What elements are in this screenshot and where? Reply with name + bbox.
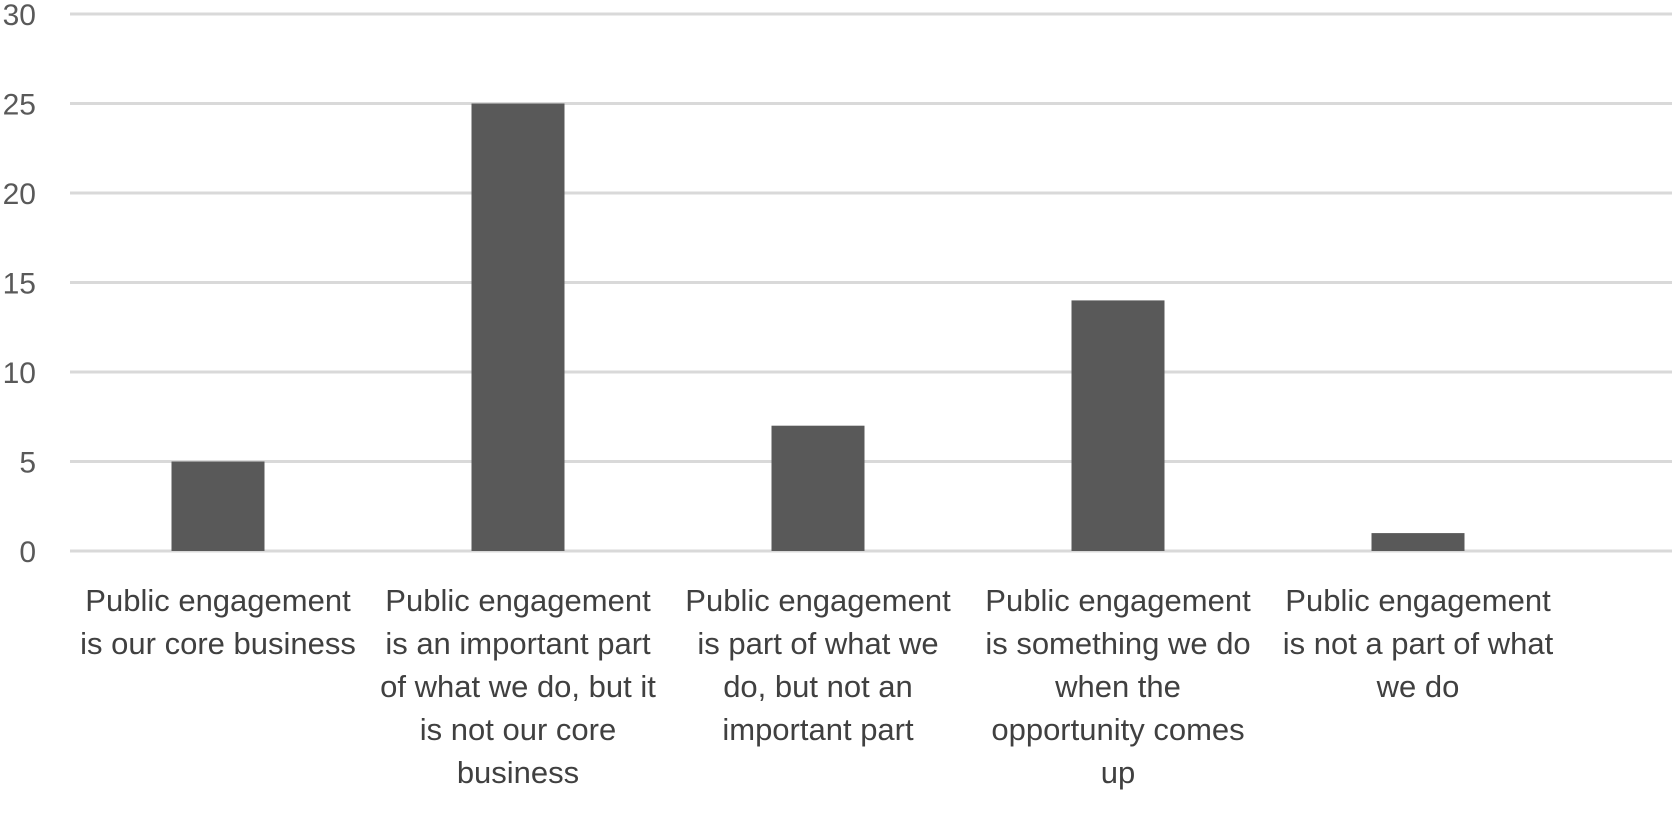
y-tick-label: 30 (3, 0, 36, 32)
category-label-line: opportunity comes (991, 712, 1244, 747)
category-label-line: is something we do (985, 626, 1250, 661)
bar-2 (471, 103, 565, 551)
category-label-line: is not a part of what (1283, 626, 1554, 661)
category-label-3: Public engagement is part of what we do, b… (685, 583, 951, 747)
category-label-2: Public engagement is an important part of … (380, 583, 656, 790)
category-label-line: Public engagement (85, 583, 351, 618)
category-label-line: when the (1054, 669, 1181, 704)
category-label-line: Public engagement (385, 583, 651, 618)
bar-4 (1071, 300, 1165, 551)
y-tick-label: 0 (19, 536, 36, 569)
category-label-line: do, but not an (723, 669, 913, 704)
y-tick-label: 25 (3, 89, 36, 122)
x-axis-category-labels: Public engagement is our core businessPub… (80, 583, 1553, 790)
y-tick-label: 15 (3, 268, 36, 301)
y-tick-label: 10 (3, 357, 36, 390)
category-label-line: up (1101, 755, 1135, 790)
category-label-line: we do (1376, 669, 1460, 704)
category-label-line: important part (722, 712, 914, 747)
bar-1 (171, 461, 265, 551)
y-axis-ticks: 0 5 10 15 20 25 30 (3, 0, 36, 569)
category-label-line: is not our core (420, 712, 616, 747)
bar-3 (771, 425, 865, 551)
bar-5 (1371, 533, 1465, 551)
category-label-1: Public engagement is our core business (80, 583, 356, 661)
category-label-4: Public engagement is something we do when … (985, 583, 1251, 790)
category-label-line: is part of what we (697, 626, 938, 661)
y-tick-label: 20 (3, 178, 36, 211)
category-label-line: Public engagement (685, 583, 951, 618)
category-label-line: Public engagement (985, 583, 1251, 618)
category-label-5: Public engagement is not a part of what we… (1283, 583, 1554, 704)
category-label-line: Public engagement (1285, 583, 1551, 618)
y-tick-label: 5 (19, 447, 36, 480)
category-label-line: business (457, 755, 579, 790)
bars (171, 103, 1465, 551)
gridlines (70, 12, 1672, 553)
category-label-line: is our core business (80, 626, 356, 661)
category-label-line: is an important part (385, 626, 651, 661)
category-label-line: of what we do, but it (380, 669, 656, 704)
